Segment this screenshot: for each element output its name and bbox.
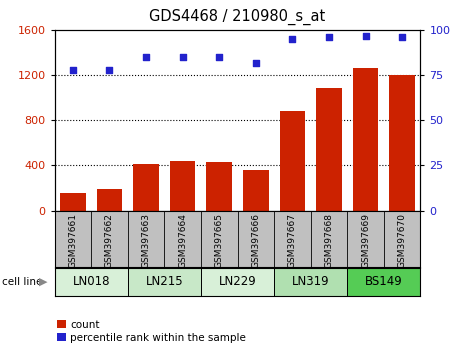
Bar	[201, 268, 274, 296]
Text: GSM397668: GSM397668	[324, 213, 333, 268]
Bar	[280, 111, 305, 211]
Bar	[97, 189, 122, 211]
Point	[252, 60, 259, 65]
Text: LN018: LN018	[73, 275, 110, 288]
Text: GSM397661: GSM397661	[68, 213, 77, 268]
Point	[398, 34, 406, 40]
Text: LN229: LN229	[218, 275, 256, 288]
Text: GSM397670: GSM397670	[398, 213, 407, 268]
Legend: count, percentile rank within the sample: count, percentile rank within the sample	[53, 315, 250, 347]
Point	[69, 67, 77, 73]
Bar	[207, 162, 232, 211]
Bar	[347, 268, 420, 296]
Text: GSM397667: GSM397667	[288, 213, 297, 268]
Text: LN319: LN319	[292, 275, 330, 288]
Text: GSM397663: GSM397663	[142, 213, 151, 268]
Bar	[316, 88, 342, 211]
Text: GSM397665: GSM397665	[215, 213, 224, 268]
Point	[362, 33, 370, 38]
Text: GSM397666: GSM397666	[251, 213, 260, 268]
Text: LN215: LN215	[145, 275, 183, 288]
Bar	[243, 170, 268, 211]
Point	[179, 54, 186, 60]
Text: cell line: cell line	[2, 277, 43, 287]
Text: ▶: ▶	[38, 277, 47, 287]
Bar	[133, 164, 159, 211]
Text: GSM397669: GSM397669	[361, 213, 370, 268]
Text: BS149: BS149	[365, 275, 403, 288]
Text: GSM397662: GSM397662	[105, 213, 114, 268]
Bar	[128, 268, 201, 296]
Bar	[55, 268, 128, 296]
Point	[325, 34, 332, 40]
Bar	[353, 68, 378, 211]
Text: GDS4468 / 210980_s_at: GDS4468 / 210980_s_at	[149, 9, 326, 25]
Bar	[274, 268, 347, 296]
Text: GSM397664: GSM397664	[178, 213, 187, 268]
Bar	[60, 193, 86, 211]
Bar	[390, 75, 415, 211]
Point	[216, 54, 223, 60]
Point	[289, 36, 296, 42]
Point	[142, 54, 150, 60]
Point	[105, 67, 113, 73]
Bar	[170, 161, 195, 211]
